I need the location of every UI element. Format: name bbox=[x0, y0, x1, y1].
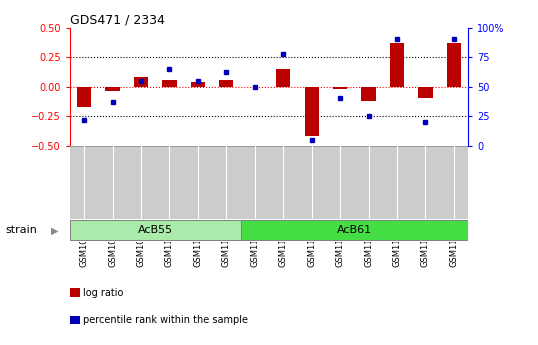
Text: percentile rank within the sample: percentile rank within the sample bbox=[83, 315, 249, 325]
Bar bbox=[333, 87, 347, 89]
Bar bbox=[134, 77, 148, 87]
Text: ▶: ▶ bbox=[51, 225, 59, 235]
Bar bbox=[240, 220, 468, 240]
Text: AcB61: AcB61 bbox=[337, 225, 372, 235]
Bar bbox=[447, 43, 461, 87]
Text: AcB55: AcB55 bbox=[138, 225, 173, 235]
Bar bbox=[276, 69, 291, 87]
Bar bbox=[70, 220, 240, 240]
Bar bbox=[105, 87, 119, 91]
Text: GDS471 / 2334: GDS471 / 2334 bbox=[70, 13, 165, 27]
Bar bbox=[305, 87, 318, 136]
Bar bbox=[418, 87, 433, 98]
Bar bbox=[390, 43, 404, 87]
Bar bbox=[191, 82, 205, 87]
Text: strain: strain bbox=[5, 225, 37, 235]
Bar bbox=[362, 87, 376, 101]
Text: log ratio: log ratio bbox=[83, 288, 124, 297]
Bar bbox=[220, 80, 233, 87]
Bar bbox=[77, 87, 91, 107]
Bar bbox=[162, 80, 176, 87]
